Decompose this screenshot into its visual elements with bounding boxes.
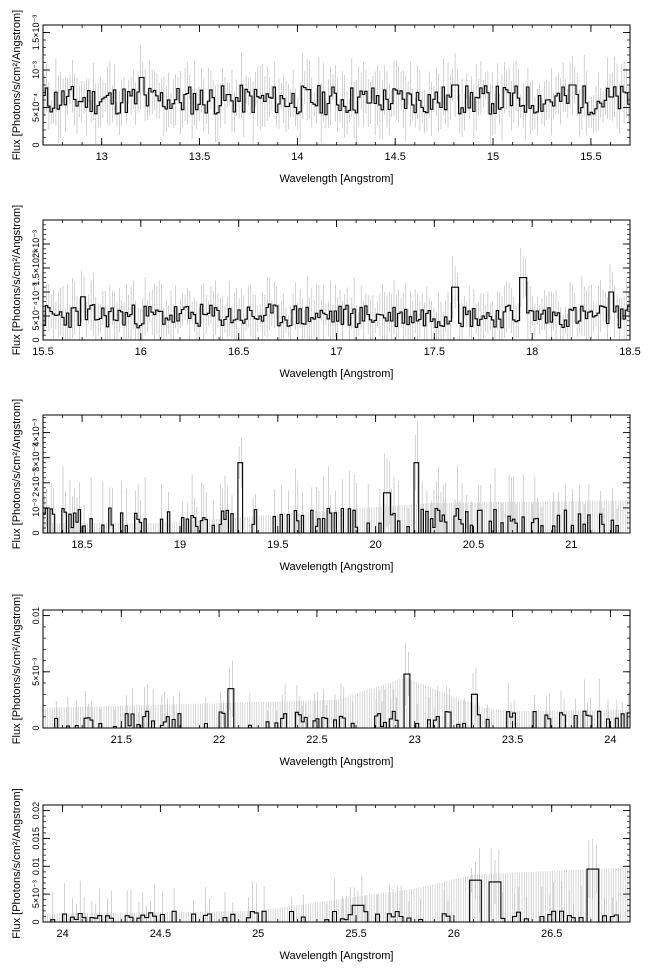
- y-tick-label: 0: [31, 919, 41, 924]
- y-tick-label: 0.02: [31, 802, 41, 820]
- y-tick-label: 0.01: [31, 607, 41, 625]
- x-tick-label: 15.5: [580, 151, 601, 163]
- x-tick-label: 25: [252, 928, 264, 940]
- x-axis: 24 24.5 25 25.5 26 26.5: [42, 805, 631, 940]
- x-tick-label: 21.5: [111, 734, 132, 746]
- x-tick-label: 18: [526, 346, 538, 358]
- x-axis-label: Wavelength [Angstrom]: [280, 950, 394, 962]
- x-axis: 15.5 16 16.5 17 17.5 18 18.5: [32, 220, 641, 358]
- x-tick-label: 26.5: [541, 928, 562, 940]
- y-tick-label: 0.01: [31, 858, 41, 876]
- x-axis: 18.5 19 19.5 20 20.5 21: [42, 415, 631, 551]
- y-tick-label: 5×10⁻⁴: [31, 93, 41, 122]
- y-axis-label: Flux [Photons/s/cm²/Angstrom]: [11, 10, 23, 160]
- y-tick-label: 0.015: [31, 827, 41, 850]
- y-tick-label: 2×10⁻³: [31, 469, 41, 497]
- y-axis-label: Flux [Photons/s/cm²/Angstrom]: [11, 594, 23, 744]
- x-axis: 21.5 22 22.5 23 23.5 24: [42, 610, 631, 746]
- spectrum-panel-3: 18.5 19 19.5 20 20.5 21 Wavelength [Angstrom] 0…: [11, 399, 631, 573]
- y-axis: 0 5×10⁻⁴ 10⁻³ 1.5×10⁻³: [31, 15, 630, 148]
- x-axis-label: Wavelength [Angstrom]: [280, 561, 394, 573]
- y-tick-label: 0: [31, 530, 41, 535]
- spectrum-series: [43, 673, 630, 728]
- x-tick-label: 19.5: [267, 539, 288, 551]
- x-tick-label: 22.5: [306, 734, 327, 746]
- x-tick-label: 13.5: [189, 151, 210, 163]
- y-tick-label: 0: [31, 142, 41, 147]
- y-axis: 0 5×10⁻³ 0.01 0.015 0.02: [31, 802, 630, 925]
- y-axis: 0 5×10⁻⁴10⁻³1.5×10⁻³2×10⁻³: [31, 219, 630, 343]
- error-bars: [43, 247, 630, 340]
- x-tick-label: 15.5: [32, 346, 53, 358]
- y-tick-label: 10⁻³: [31, 61, 41, 79]
- x-tick-label: 20: [369, 539, 381, 551]
- x-tick-label: 24: [56, 928, 68, 940]
- y-axis-label: Flux [Photons/s/cm²/Angstrom]: [11, 788, 23, 938]
- x-axis-label: Wavelength [Angstrom]: [280, 368, 394, 380]
- x-tick-label: 17: [330, 346, 342, 358]
- x-tick-label: 17.5: [424, 346, 445, 358]
- spectrum-panel-4: 21.5 22 22.5 23 23.5 24 Wavelength [Angstrom] 0…: [11, 594, 631, 768]
- x-axis-label: Wavelength [Angstrom]: [280, 173, 394, 185]
- y-tick-label: 10⁻³: [31, 283, 41, 301]
- error-bars: [43, 421, 618, 533]
- x-tick-label: 16.5: [228, 346, 249, 358]
- y-axis-label: Flux [Photons/s/cm²/Angstrom]: [11, 399, 23, 549]
- x-tick-label: 26: [448, 928, 460, 940]
- x-tick-label: 14.5: [384, 151, 405, 163]
- x-tick-label: 16: [135, 346, 147, 358]
- plot-area: [43, 45, 630, 145]
- x-tick-label: 18.5: [71, 539, 92, 551]
- spectrum-panel-5: 24 24.5 25 25.5 26 26.5 Wavelength [Angstrom] 0…: [11, 788, 631, 962]
- x-tick-label: 20.5: [463, 539, 484, 551]
- spectrum-series: [43, 76, 630, 145]
- error-bars: [55, 642, 629, 728]
- x-tick-label: 15: [487, 151, 499, 163]
- x-tick-label: 13: [96, 151, 108, 163]
- y-tick-label: 0: [31, 725, 41, 730]
- x-tick-label: 22: [213, 734, 225, 746]
- spectrum-panel-2: 15.5 16 16.5 17 17.5 18 18.5 Wavelength [Angstr…: [11, 205, 641, 380]
- x-axis-label: Wavelength [Angstrom]: [280, 756, 394, 768]
- x-axis: 13 13.5 14 14.5 15 15.5: [42, 25, 631, 163]
- x-tick-label: 23: [409, 734, 421, 746]
- y-tick-label: 1.5×10⁻³: [31, 15, 41, 51]
- error-bars: [52, 839, 617, 922]
- plot-area: [43, 642, 630, 728]
- x-tick-label: 18.5: [619, 346, 640, 358]
- x-tick-label: 14: [291, 151, 303, 163]
- y-axis-label: Flux [Photons/s/cm²/Angstrom]: [11, 205, 23, 355]
- x-tick-label: 23.5: [502, 734, 523, 746]
- x-tick-label: 24: [604, 734, 616, 746]
- plot-area: [43, 421, 630, 533]
- spectrum-panel-1: 13 13.5 14 14.5 15 15.5 Wavelength [Angstrom] 0…: [11, 10, 631, 185]
- plot-area: [43, 247, 630, 340]
- error-band: [43, 867, 629, 922]
- y-tick-label: 2×10⁻³: [31, 230, 41, 258]
- y-tick-label: 5×10⁻³: [31, 880, 41, 908]
- x-tick-label: 25.5: [345, 928, 366, 940]
- x-tick-label: 19: [174, 539, 186, 551]
- y-tick-label: 5×10⁻³: [31, 658, 41, 686]
- spectrum-series: [43, 462, 630, 533]
- y-axis: 0 5×10⁻³ 0.01: [31, 607, 630, 731]
- x-tick-label: 24.5: [150, 928, 171, 940]
- y-tick-label: 5×10⁻⁴: [31, 301, 41, 330]
- spectrum-series: [43, 277, 630, 340]
- y-tick-label: 4×10⁻³: [31, 419, 41, 447]
- y-tick-label: 3×10⁻³: [31, 444, 41, 472]
- y-tick-label: 1.5×10⁻³: [31, 250, 41, 286]
- y-tick-label: 10⁻³: [31, 499, 41, 517]
- plot-area: [43, 839, 630, 922]
- y-tick-label: 0: [31, 337, 41, 342]
- spectrum-series: [43, 868, 630, 922]
- x-tick-label: 21: [565, 539, 577, 551]
- y-axis: 0 10⁻³ 2×10⁻³3×10⁻³4×10⁻³: [31, 417, 630, 536]
